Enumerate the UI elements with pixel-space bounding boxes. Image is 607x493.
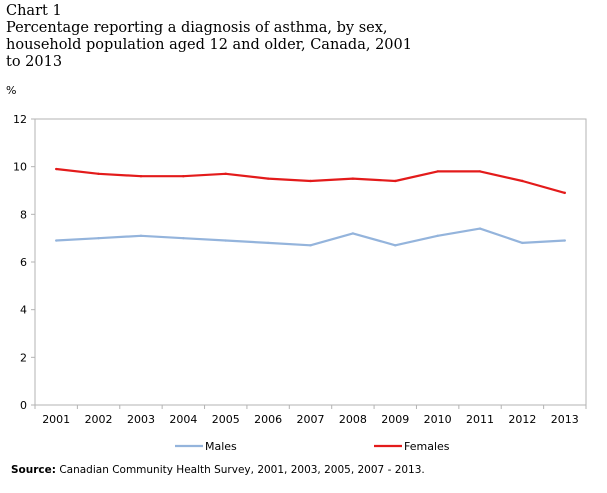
- y-tick-label: 8: [20, 208, 27, 221]
- chart-title-line-3: to 2013: [6, 54, 63, 70]
- y-tick-label: 6: [20, 256, 27, 269]
- chart-number: Chart 1: [6, 3, 62, 19]
- data-point-males: [139, 234, 143, 237]
- data-point-males: [54, 239, 58, 242]
- series-line-males: [56, 227, 565, 247]
- data-point-males: [309, 244, 312, 247]
- y-tick-label: 12: [13, 113, 27, 126]
- x-tick-label: 2010: [424, 413, 452, 426]
- data-point-males: [478, 227, 482, 230]
- y-tick-label: 4: [20, 304, 27, 317]
- x-tick-label: 2012: [508, 413, 536, 426]
- x-tick-label: 2006: [254, 413, 282, 426]
- data-point-males: [182, 236, 185, 240]
- source-label: Source:: [11, 464, 56, 476]
- data-point-females: [139, 175, 143, 178]
- legend-label-females: Females: [404, 440, 450, 453]
- data-point-females: [521, 179, 524, 183]
- x-tick-label: 2008: [339, 413, 367, 426]
- data-point-males: [97, 236, 100, 240]
- data-point-females: [436, 170, 439, 173]
- x-tick-label: 2011: [466, 413, 494, 426]
- data-point-males: [563, 239, 567, 242]
- x-tick-label: 2003: [127, 413, 155, 426]
- plot-frame: [34, 118, 587, 406]
- data-point-females: [224, 172, 227, 176]
- data-point-females: [309, 179, 312, 183]
- data-point-males: [436, 234, 439, 237]
- data-point-females: [563, 191, 567, 195]
- y-tick-label: 2: [20, 351, 27, 364]
- data-point-males: [266, 241, 270, 245]
- x-tick-label: 2009: [381, 413, 409, 426]
- chart-title-line-1: Percentage reporting a diagnosis of asth…: [6, 20, 388, 36]
- data-point-females: [182, 175, 185, 178]
- y-tick-label: 0: [20, 399, 27, 412]
- x-tick-label: 2013: [551, 413, 579, 426]
- data-point-females: [394, 179, 397, 183]
- data-point-males: [521, 241, 524, 245]
- chart-title-line-2: household population aged 12 and older, …: [6, 37, 412, 53]
- data-point-females: [478, 170, 482, 173]
- x-tick-label: 2007: [297, 413, 325, 426]
- x-tick-label: 2001: [42, 413, 70, 426]
- legend-label-males: Males: [205, 440, 237, 453]
- chart-title-block: Chart 1 Percentage reporting a diagnosis…: [6, 3, 601, 71]
- x-tick-label: 2004: [169, 413, 197, 426]
- data-point-females: [54, 167, 58, 171]
- data-point-males: [394, 244, 397, 247]
- data-point-males: [351, 232, 355, 235]
- x-tick-label: 2002: [85, 413, 113, 426]
- x-tick-label: 2005: [212, 413, 240, 426]
- source-note: Source: Canadian Community Health Survey…: [11, 464, 425, 476]
- source-text: Canadian Community Health Survey, 2001, …: [59, 464, 425, 476]
- y-axis-unit-label: %: [6, 84, 17, 97]
- data-point-females: [351, 177, 355, 180]
- data-point-males: [224, 239, 227, 242]
- data-point-females: [266, 177, 270, 180]
- data-point-females: [97, 172, 100, 176]
- y-tick-label: 10: [13, 161, 27, 174]
